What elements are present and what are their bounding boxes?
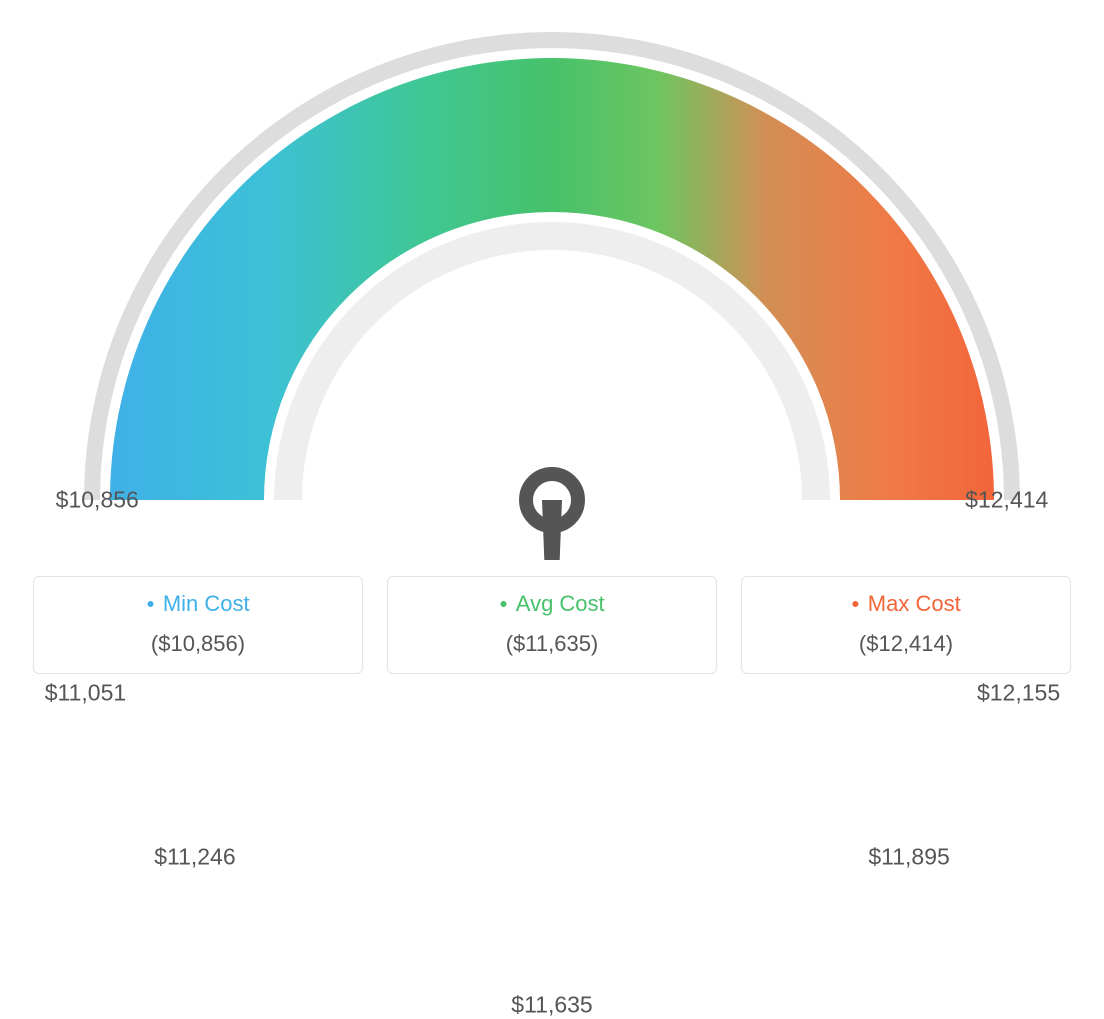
gauge-tick-label: $11,895 <box>868 844 949 871</box>
legend-title-avg: Avg Cost <box>499 591 604 617</box>
gauge-tick-label: $12,414 <box>965 487 1048 514</box>
legend-title-min: Min Cost <box>146 591 249 617</box>
gauge-tick-label: $11,246 <box>154 844 235 871</box>
gauge-tick-label: $12,155 <box>977 680 1060 707</box>
legend-card-min: Min Cost ($10,856) <box>33 576 363 674</box>
gauge-tick <box>960 554 990 558</box>
gauge-tick-label: $10,856 <box>56 487 139 514</box>
chart-container: $10,856$11,051$11,246$11,635$11,895$12,1… <box>0 0 1104 690</box>
legend-value-avg: ($11,635) <box>388 631 716 657</box>
legend-value-max: ($12,414) <box>742 631 1070 657</box>
gauge-area: $10,856$11,051$11,246$11,635$11,895$12,1… <box>0 0 1104 560</box>
legend-card-avg: Avg Cost ($11,635) <box>387 576 717 674</box>
gauge-tick <box>114 554 144 558</box>
gauge-svg <box>0 0 1104 560</box>
gauge-tick-label: $11,635 <box>511 992 592 1019</box>
gauge-tick-label: $11,051 <box>45 680 126 707</box>
gauge-color-arc <box>110 58 994 500</box>
legend-card-max: Max Cost ($12,414) <box>741 576 1071 674</box>
legend-title-max: Max Cost <box>851 591 960 617</box>
legend-value-min: ($10,856) <box>34 631 362 657</box>
legend-row: Min Cost ($10,856) Avg Cost ($11,635) Ma… <box>0 576 1104 674</box>
